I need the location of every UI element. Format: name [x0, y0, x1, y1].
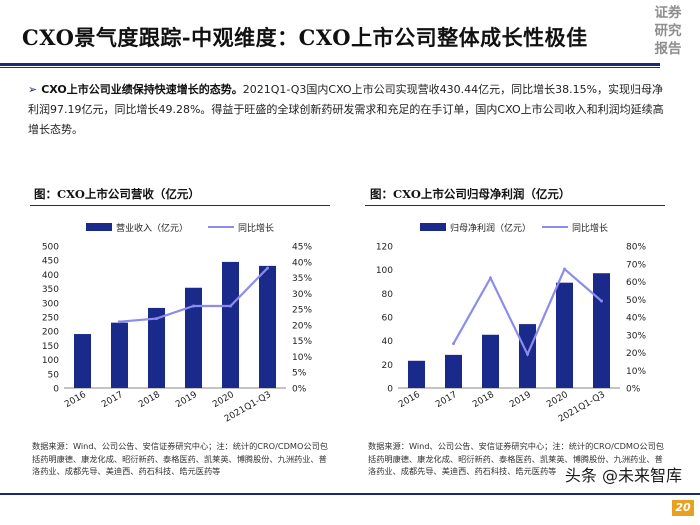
legend-label-line: 同比增长 — [238, 222, 274, 234]
bar — [481, 334, 500, 388]
growth-point — [526, 352, 529, 356]
y-tick-label: 20 — [382, 361, 394, 371]
bar — [555, 282, 574, 388]
bar — [258, 265, 277, 388]
growth-point — [155, 317, 158, 321]
y2-tick-label: 80% — [626, 243, 646, 253]
legend-label-line: 同比增长 — [572, 222, 608, 234]
y2-tick-label: 20% — [626, 349, 646, 359]
y-tick-label: 40 — [382, 337, 394, 347]
chart-title-profit: 图：CXO上市公司归母净利润（亿元） — [370, 187, 571, 201]
growth-point — [600, 299, 603, 303]
y2-tick-label: 25% — [292, 306, 312, 316]
x-tick-label: 2020 — [545, 390, 570, 410]
y2-tick-label: 60% — [626, 278, 646, 288]
legend-label-bar: 归母净利润（亿元） — [450, 222, 531, 234]
y2-tick-label: 15% — [292, 337, 312, 347]
x-tick-label: 2020 — [211, 390, 236, 410]
legend-swatch-bar — [86, 223, 112, 231]
y-tick-label: 60 — [382, 314, 394, 324]
x-tick-label: 2019 — [508, 390, 533, 410]
growth-point — [266, 266, 269, 270]
y-tick-label: 350 — [42, 285, 59, 295]
y2-tick-label: 10% — [292, 353, 312, 363]
research-report-stamp: 证券 研究 报告 — [646, 4, 690, 58]
growth-point — [563, 267, 566, 271]
x-tick-label: 2018 — [137, 390, 162, 410]
chart-rule — [30, 205, 330, 206]
y-tick-label: 300 — [42, 299, 59, 309]
y2-tick-label: 40% — [292, 258, 312, 268]
chart-source-revenue: 数据来源：Wind、公司公告、安信证券研究中心；注：统计的CRO/CDMO公司包… — [32, 441, 328, 476]
x-tick-label: 2018 — [471, 390, 496, 410]
header-rule — [0, 63, 660, 66]
watermark: 头条 @未来智库 — [564, 466, 682, 485]
y2-tick-label: 40% — [626, 314, 646, 324]
header-rule-thin — [0, 67, 660, 68]
y2-tick-label: 70% — [626, 260, 646, 270]
growth-point — [452, 342, 455, 346]
y-tick-label: 80 — [382, 290, 394, 300]
bar — [73, 334, 92, 388]
growth-point — [229, 304, 232, 308]
y-tick-label: 120 — [376, 243, 393, 253]
x-tick-label: 2016 — [397, 390, 422, 410]
profit-chart: 归母净利润（亿元） 同比增长 0 20 40 60 80 100 120 0% 10% 20% 30% 4… — [376, 222, 647, 425]
y-tick-label: 250 — [42, 314, 59, 324]
revenue-chart: 营业收入（亿元） 同比增长 0 50 100 150 200 250 300 350 400 450 5… — [42, 222, 313, 425]
y2-tick-label: 5% — [292, 369, 307, 379]
footer-rule — [0, 493, 700, 495]
y-tick-label: 50 — [48, 370, 60, 380]
y-tick-label: 500 — [42, 243, 59, 253]
y-tick-label: 0 — [53, 385, 59, 395]
bar — [221, 261, 240, 388]
stamp-line: 证券 — [654, 5, 682, 21]
summary-paragraph: ➢ CXO上市公司业绩保持快速增长的态势。2021Q1-Q3国内CXO上市公司实现… — [28, 80, 668, 140]
y-tick-label: 100 — [42, 356, 59, 366]
x-tick-label: 2017 — [434, 390, 459, 410]
y2-tick-label: 35% — [292, 274, 312, 284]
growth-point — [118, 320, 121, 324]
page-number: 20 — [672, 500, 694, 516]
y-tick-label: 200 — [42, 328, 59, 338]
x-tick-label: 2019 — [174, 390, 199, 410]
y-tick-label: 450 — [42, 257, 59, 267]
legend-swatch-bar — [420, 223, 446, 231]
chart-rule — [365, 205, 665, 206]
summary-text: 2021Q1-Q3国内CXO上市公司实现营收430.44亿元，同比增长38.15… — [28, 83, 664, 136]
bullet-arrow-icon: ➢ — [28, 83, 38, 96]
bar — [444, 354, 463, 388]
summary-lead: CXO上市公司业绩保持快速增长的态势。 — [41, 83, 243, 96]
bar — [147, 307, 166, 388]
y-tick-label: 400 — [42, 271, 59, 281]
y2-tick-label: 50% — [626, 296, 646, 306]
legend-label-bar: 营业收入（亿元） — [116, 222, 188, 234]
growth-point — [489, 276, 492, 280]
x-tick-label: 2016 — [63, 390, 88, 410]
bar — [407, 360, 426, 388]
stamp-line: 研究 — [654, 23, 682, 39]
y2-tick-label: 30% — [292, 290, 312, 300]
y2-tick-label: 30% — [626, 331, 646, 341]
y2-tick-label: 0% — [626, 385, 641, 395]
y-tick-label: 150 — [42, 342, 59, 352]
y2-tick-label: 45% — [292, 243, 312, 253]
y-tick-label: 0 — [387, 385, 393, 395]
y2-tick-label: 0% — [292, 385, 307, 395]
chart-title-revenue: 图：CXO上市公司营收（亿元） — [34, 187, 200, 201]
y-tick-label: 100 — [376, 266, 393, 276]
x-tick-label: 2017 — [100, 390, 125, 410]
bar — [110, 322, 129, 388]
bar — [184, 287, 203, 388]
bar — [592, 273, 611, 388]
y2-tick-label: 20% — [292, 321, 312, 331]
y2-tick-label: 10% — [626, 367, 646, 377]
page-title: CXO景气度跟踪-中观维度：CXO上市公司整体成长性极佳 — [22, 25, 588, 50]
growth-point — [192, 304, 195, 308]
stamp-line: 报告 — [654, 41, 682, 57]
chart-source-profit: 数据来源：Wind、公司公告、安信证券研究中心；注：统计的CRO/CDMO公司包… — [368, 441, 664, 476]
